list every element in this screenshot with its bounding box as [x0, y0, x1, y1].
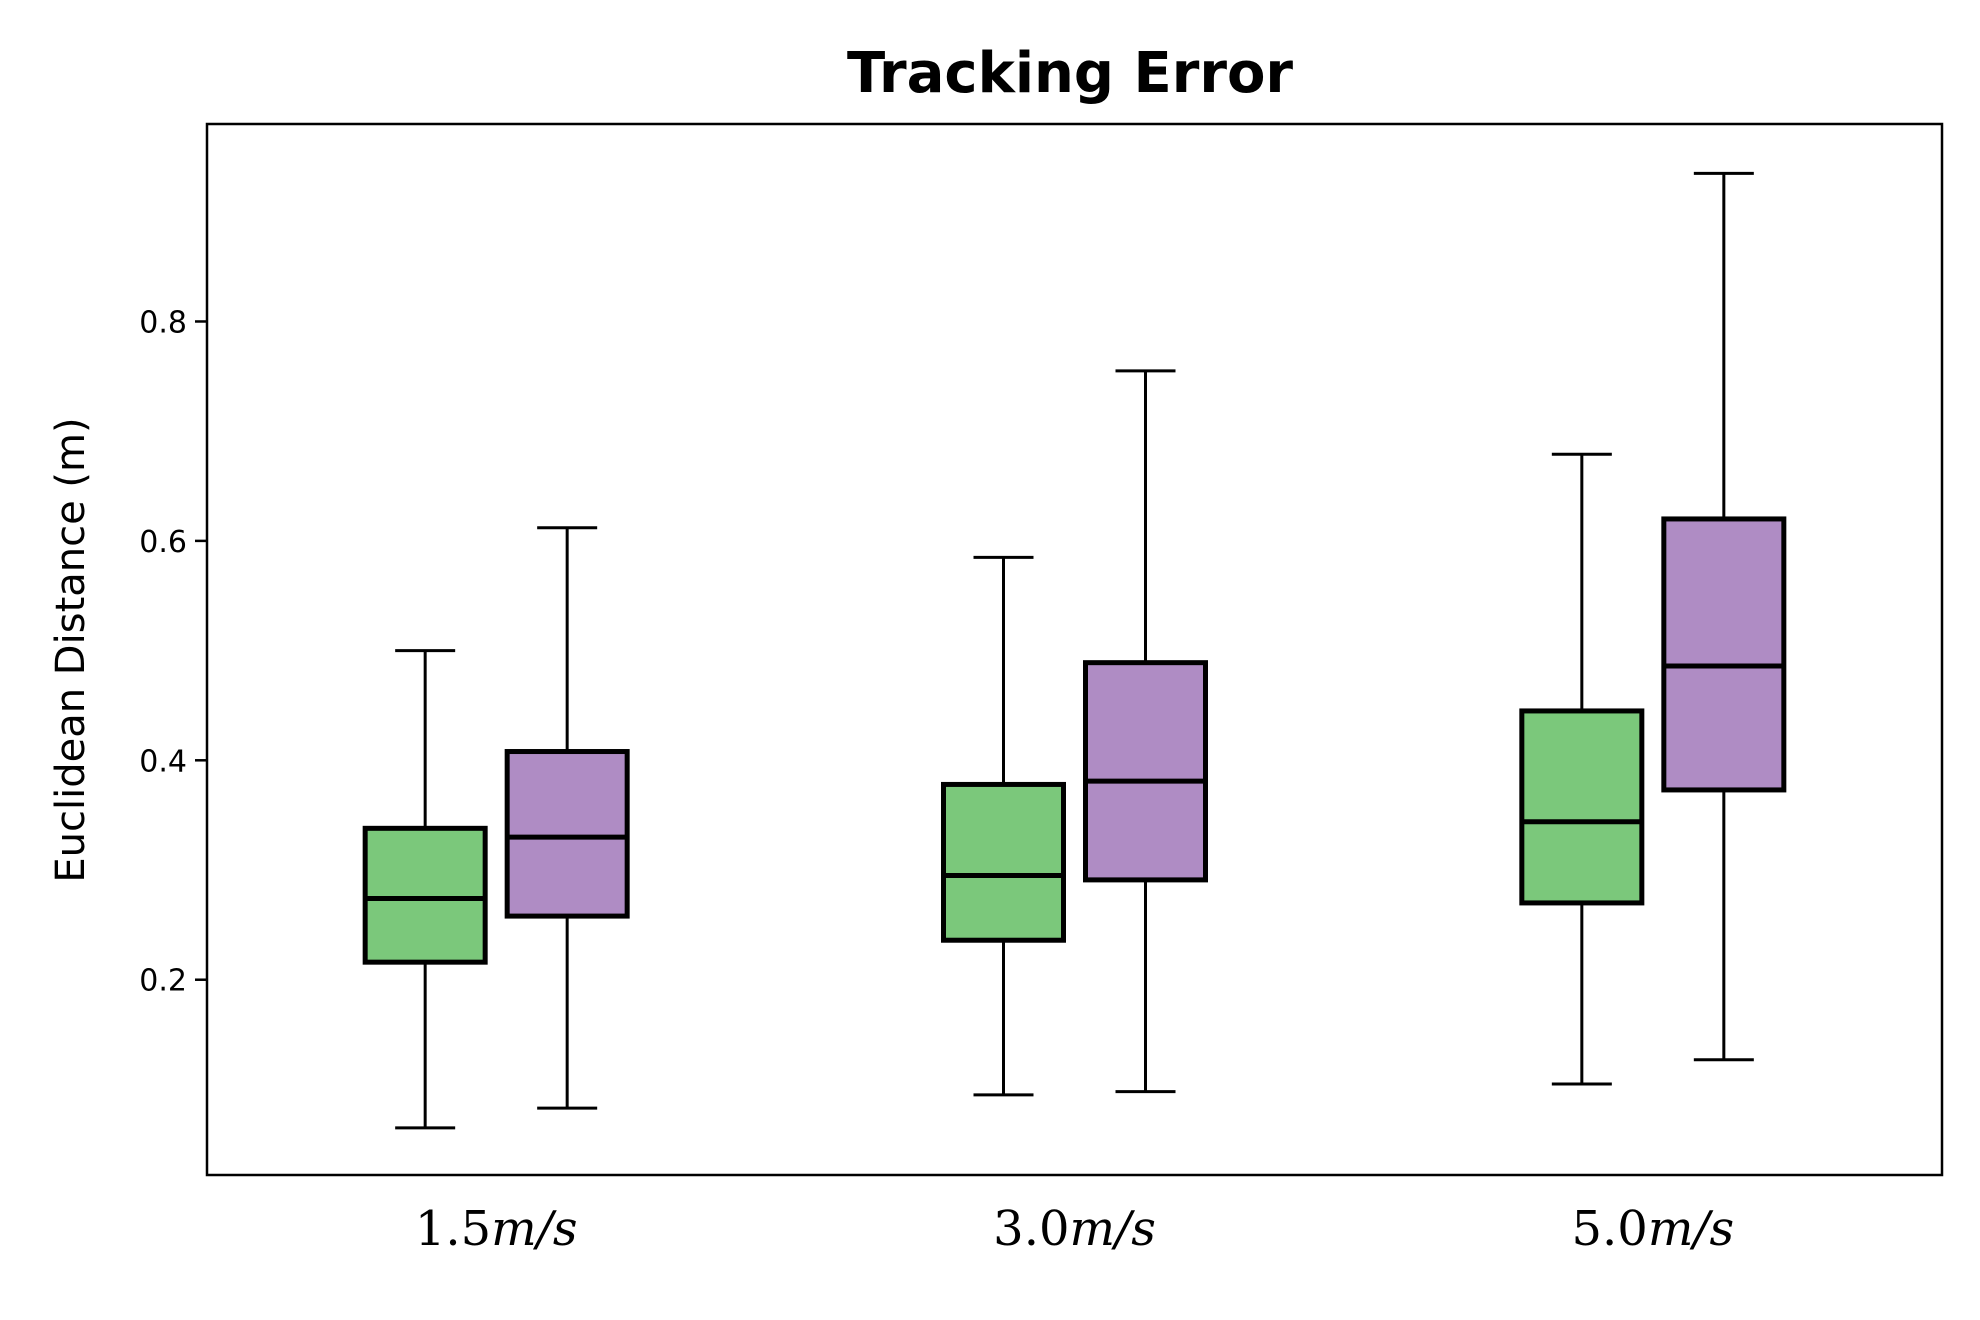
box-2-3 — [1661, 171, 1787, 1062]
x-tick-label: 3.0m/s — [993, 1201, 1156, 1257]
box-series — [362, 171, 1787, 1130]
x-axis-ticks: 1.5m/s 3.0m/s 5.0m/s — [415, 1201, 1734, 1257]
x-tick-unit: m/s — [1648, 1201, 1734, 1257]
iqr-box — [362, 825, 488, 965]
x-tick-value: 5.0 — [1571, 1201, 1647, 1257]
iqr-box — [941, 781, 1066, 943]
plot-frame — [205, 122, 1944, 1177]
box-1-1 — [362, 649, 488, 1130]
y-tick-label: 0.8 — [139, 305, 187, 340]
chart-title: Tracking Error — [847, 41, 1293, 106]
box-2-1 — [504, 526, 630, 1110]
x-tick-label: 5.0m/s — [1571, 1201, 1734, 1257]
x-tick-value: 3.0 — [993, 1201, 1069, 1257]
x-tick-label: 1.5m/s — [415, 1201, 578, 1257]
box-1-2 — [941, 555, 1066, 1097]
iqr-box — [504, 749, 630, 919]
x-tick-unit: m/s — [491, 1201, 577, 1257]
iqr-box — [1083, 660, 1208, 883]
y-tick-label: 0.4 — [139, 744, 187, 779]
y-tick-label: 0.2 — [139, 964, 187, 999]
y-axis-ticks: 0.2 0.4 0.6 0.8 — [139, 305, 207, 999]
iqr-box — [1661, 516, 1787, 793]
x-tick-value: 1.5 — [415, 1201, 491, 1257]
iqr-box — [1519, 708, 1645, 906]
x-tick-unit: m/s — [1070, 1201, 1156, 1257]
y-axis-label: Euclidean Distance (m) — [48, 417, 94, 882]
box-2-2 — [1083, 369, 1208, 1094]
box-1-3 — [1519, 452, 1645, 1086]
y-tick-label: 0.6 — [139, 525, 187, 560]
